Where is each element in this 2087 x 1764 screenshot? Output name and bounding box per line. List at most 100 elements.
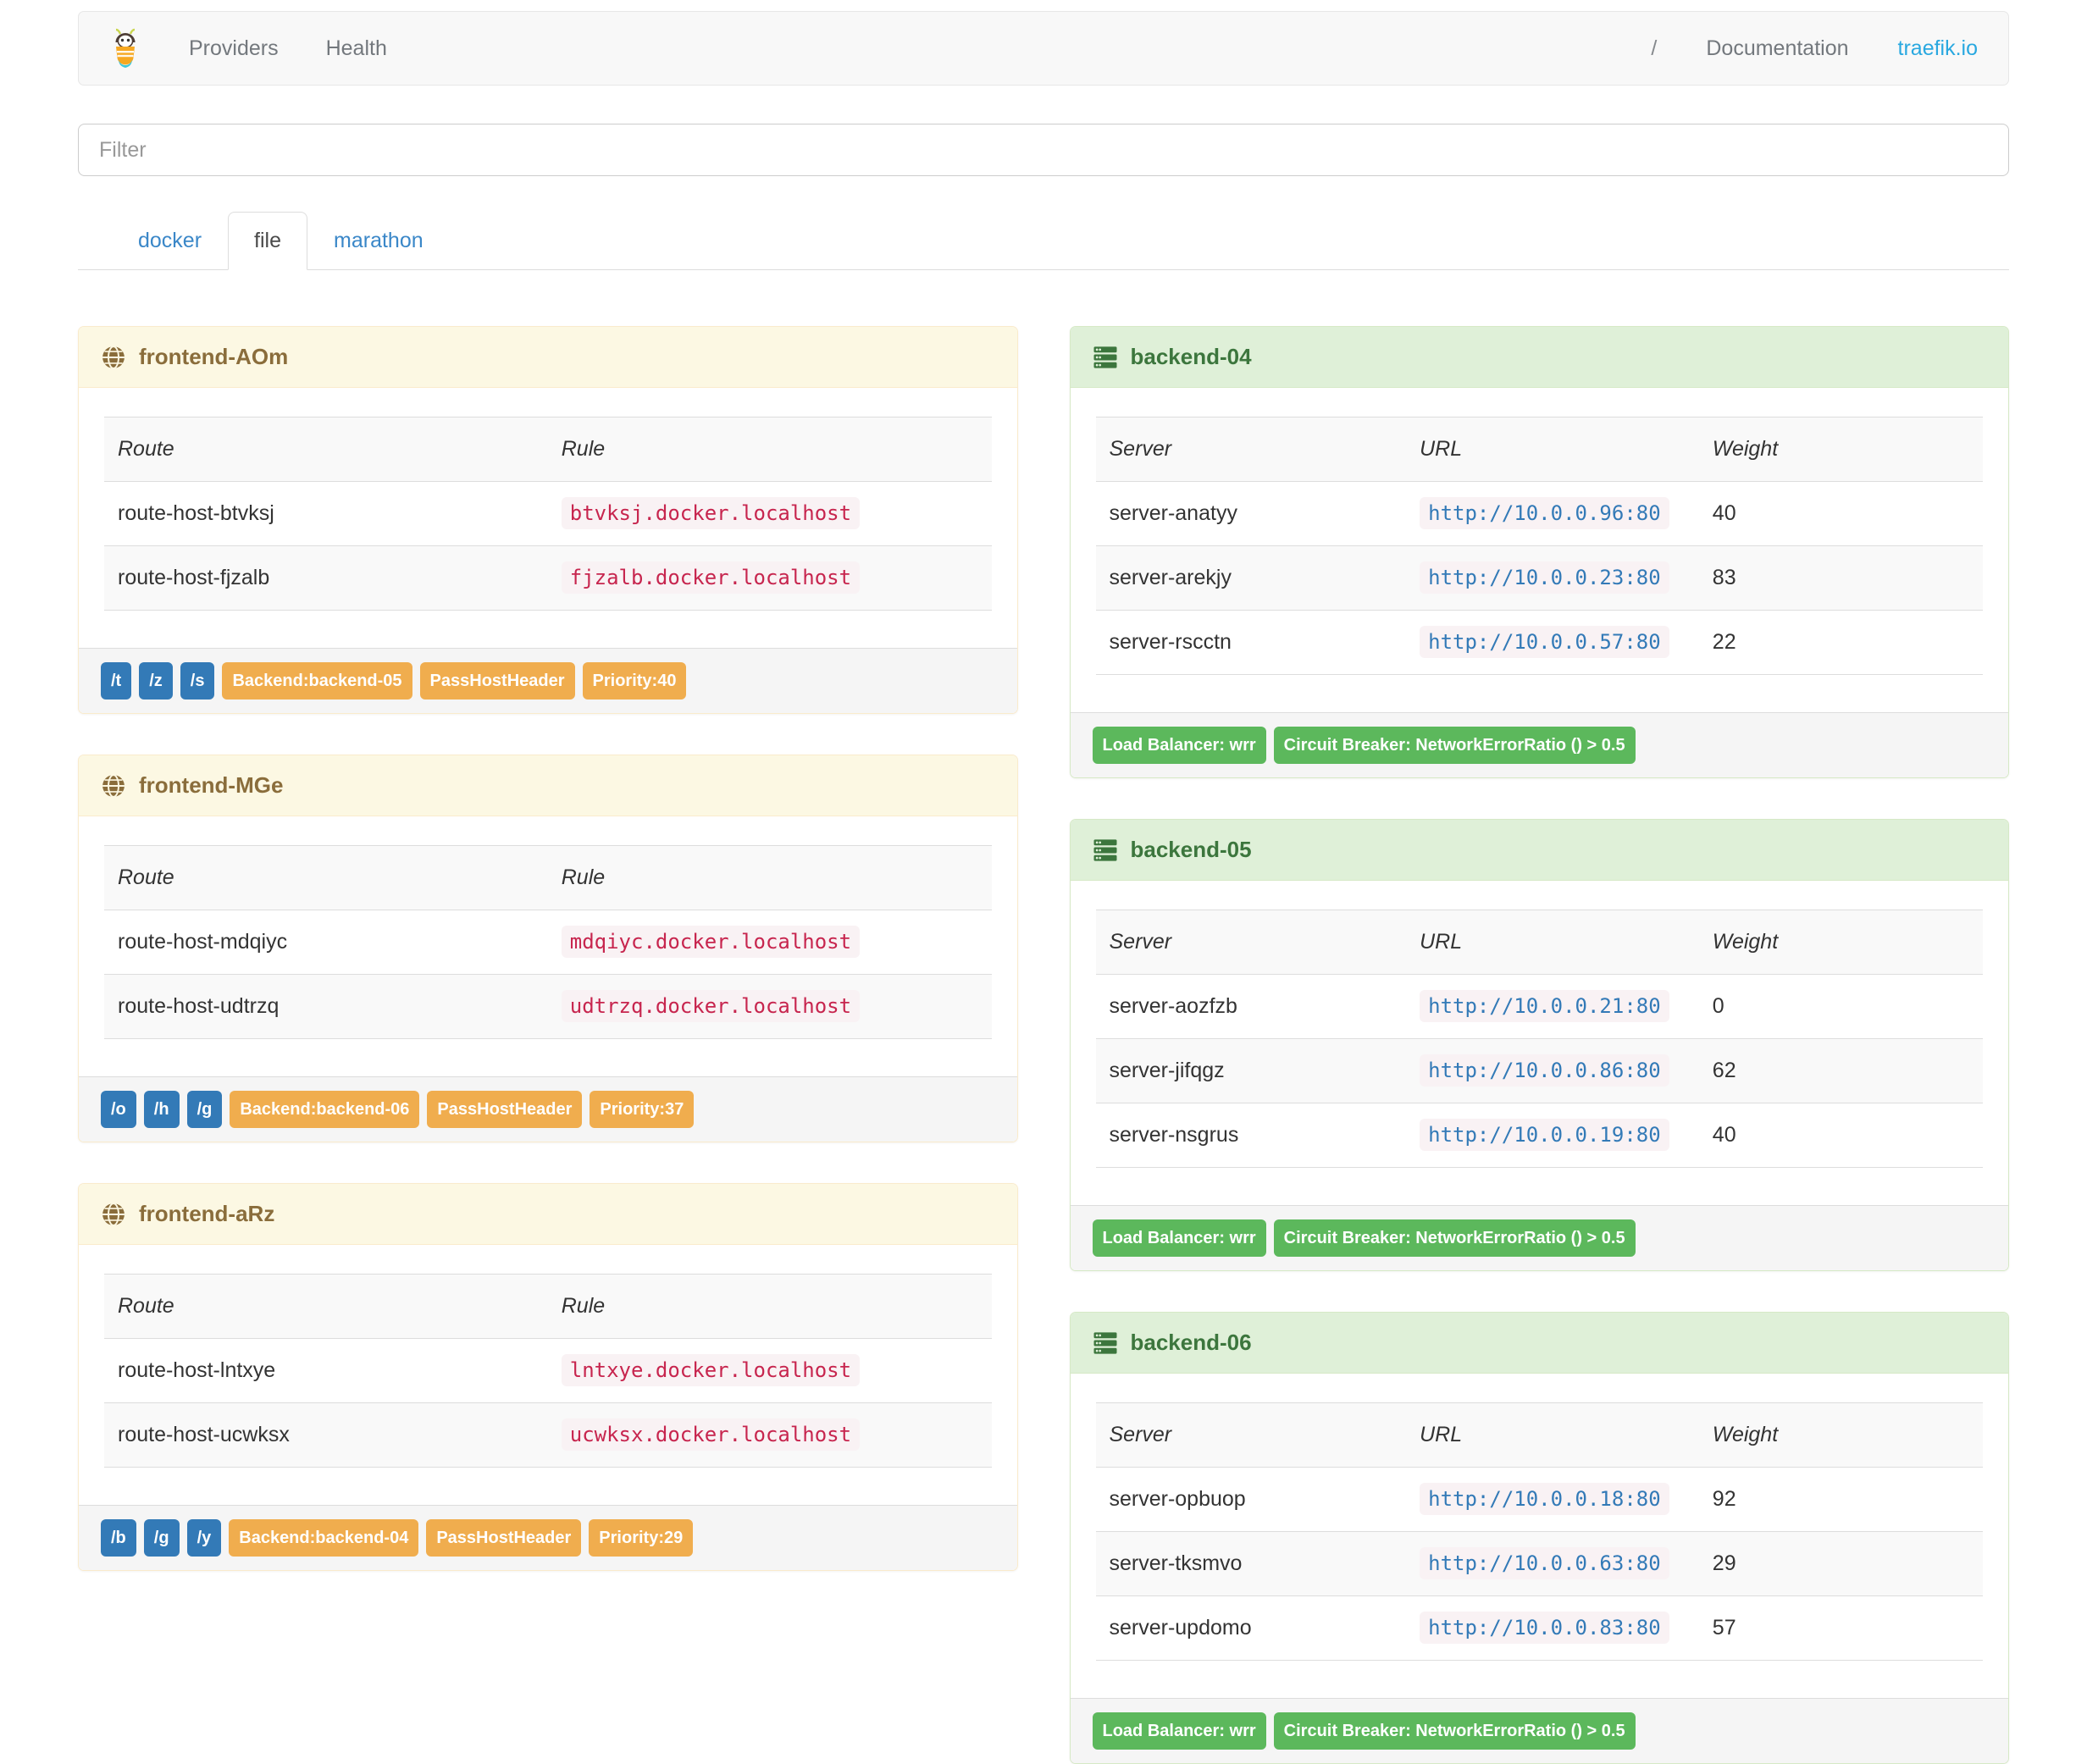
panel-title: backend-05 bbox=[1130, 837, 1252, 862]
priority-badge: Priority:37 bbox=[590, 1091, 695, 1128]
backend-panel-heading: backend-05 bbox=[1070, 820, 2008, 881]
table-header-row: Server URL Weight bbox=[1095, 417, 1983, 482]
load-balancer-badge: Load Balancer: wrr bbox=[1092, 1219, 1266, 1257]
table-header-row: Server URL Weight bbox=[1095, 910, 1983, 975]
server-weight: 29 bbox=[1712, 1551, 1736, 1575]
frontend-panel-heading: frontend-aRz bbox=[79, 1184, 1017, 1245]
server-name: server-updomo bbox=[1109, 1616, 1252, 1640]
routes-table: Route Rule route-host-mdqiyc mdqiyc.dock… bbox=[104, 845, 992, 1039]
server-stack-icon bbox=[1093, 838, 1118, 863]
column-header-server: Server bbox=[1109, 930, 1172, 954]
server-weight: 62 bbox=[1712, 1059, 1736, 1082]
route-name: route-host-ucwksx bbox=[118, 1423, 290, 1446]
tab-marathon[interactable]: marathon bbox=[334, 229, 423, 252]
column-header-rule: Rule bbox=[561, 437, 606, 461]
traefik-logo[interactable] bbox=[109, 28, 141, 69]
rule-code: udtrzq.docker.localhost bbox=[561, 990, 861, 1022]
backend-panel-footer: Load Balancer: wrr Circuit Breaker: Netw… bbox=[1070, 1205, 2008, 1270]
column-header-route: Route bbox=[118, 865, 174, 889]
path-badge: /g bbox=[186, 1091, 223, 1128]
table-row: route-host-udtrzq udtrzq.docker.localhos… bbox=[104, 974, 992, 1039]
path-badge: /b bbox=[101, 1519, 136, 1557]
passhostheader-badge: PassHostHeader bbox=[419, 662, 575, 700]
backend-panel-04: backend-04 Server URL Weight server-anat… bbox=[1069, 326, 2009, 778]
filter-input[interactable] bbox=[78, 124, 2009, 176]
rule-code: fjzalb.docker.localhost bbox=[561, 561, 861, 594]
server-name: server-anatyy bbox=[1109, 501, 1237, 525]
servers-table: Server URL Weight server-opbuop http://1… bbox=[1095, 1402, 1983, 1661]
rule-code: mdqiyc.docker.localhost bbox=[561, 926, 861, 958]
backend-panel-heading: backend-06 bbox=[1070, 1313, 2008, 1374]
server-url-link[interactable]: http://10.0.0.63:80 bbox=[1420, 1547, 1669, 1579]
column-header-route: Route bbox=[118, 1294, 174, 1318]
server-url-link[interactable]: http://10.0.0.96:80 bbox=[1420, 497, 1669, 529]
server-name: server-jifqgz bbox=[1109, 1059, 1225, 1082]
tab-file[interactable]: file bbox=[228, 212, 308, 270]
panel-title: backend-06 bbox=[1130, 1330, 1252, 1355]
backend-badge: Backend:backend-05 bbox=[222, 662, 412, 700]
frontend-panel-MGe: frontend-MGe Route Rule route-host-mdqiy… bbox=[78, 755, 1018, 1142]
server-url-link[interactable]: http://10.0.0.86:80 bbox=[1420, 1054, 1669, 1087]
panel-title: frontend-aRz bbox=[139, 1201, 275, 1226]
backend-panel-body: Server URL Weight server-opbuop http://1… bbox=[1071, 1374, 2009, 1698]
circuit-breaker-badge: Circuit Breaker: NetworkErrorRatio () > … bbox=[1273, 1219, 1636, 1257]
column-header-weight: Weight bbox=[1712, 437, 1779, 461]
provider-tabs: docker file marathon bbox=[78, 212, 2009, 270]
server-name: server-aozfzb bbox=[1109, 994, 1237, 1018]
server-url-link[interactable]: http://10.0.0.23:80 bbox=[1420, 561, 1669, 594]
routes-table: Route Rule route-host-btvksj btvksj.dock… bbox=[104, 417, 992, 611]
priority-badge: Priority:29 bbox=[589, 1519, 694, 1557]
server-stack-icon bbox=[1093, 345, 1118, 370]
table-row: server-nsgrus http://10.0.0.19:80 40 bbox=[1095, 1103, 1983, 1168]
route-name: route-host-fjzalb bbox=[118, 566, 270, 589]
frontend-panel-footer: /b /g /y Backend:backend-04 PassHostHead… bbox=[79, 1505, 1017, 1570]
server-name: server-arekjy bbox=[1109, 566, 1232, 589]
rule-code: lntxye.docker.localhost bbox=[561, 1354, 861, 1386]
server-url-link[interactable]: http://10.0.0.21:80 bbox=[1420, 990, 1669, 1022]
column-header-weight: Weight bbox=[1712, 1423, 1779, 1446]
load-balancer-badge: Load Balancer: wrr bbox=[1092, 1712, 1266, 1750]
server-url-link[interactable]: http://10.0.0.57:80 bbox=[1420, 626, 1669, 658]
rule-code: btvksj.docker.localhost bbox=[561, 497, 861, 529]
nav-documentation[interactable]: Documentation bbox=[1706, 36, 1849, 60]
server-url-link[interactable]: http://10.0.0.18:80 bbox=[1420, 1483, 1669, 1515]
table-header-row: Server URL Weight bbox=[1095, 1402, 1983, 1468]
table-header-row: Route Rule bbox=[104, 1274, 992, 1339]
backend-badge: Backend:backend-06 bbox=[230, 1091, 420, 1128]
backends-column: backend-04 Server URL Weight server-anat… bbox=[1069, 326, 2009, 1764]
priority-badge: Priority:40 bbox=[582, 662, 687, 700]
server-name: server-opbuop bbox=[1109, 1487, 1246, 1511]
path-badge: /g bbox=[143, 1519, 180, 1557]
route-name: route-host-btvksj bbox=[118, 501, 274, 525]
panel-title: frontend-AOm bbox=[139, 344, 289, 369]
table-row: route-host-ucwksx ucwksx.docker.localhos… bbox=[104, 1402, 992, 1468]
table-row: server-opbuop http://10.0.0.18:80 92 bbox=[1095, 1467, 1983, 1532]
column-header-rule: Rule bbox=[561, 1294, 606, 1318]
circuit-breaker-badge: Circuit Breaker: NetworkErrorRatio () > … bbox=[1273, 727, 1636, 764]
server-stack-icon bbox=[1093, 1330, 1118, 1356]
route-name: route-host-mdqiyc bbox=[118, 930, 288, 954]
navbar-right: / Documentation traefik.io bbox=[1651, 36, 1978, 61]
nav-health[interactable]: Health bbox=[325, 36, 387, 60]
routes-table: Route Rule route-host-lntxye lntxye.dock… bbox=[104, 1274, 992, 1468]
server-url-link[interactable]: http://10.0.0.83:80 bbox=[1420, 1612, 1669, 1644]
column-header-server: Server bbox=[1109, 437, 1172, 461]
nav-providers[interactable]: Providers bbox=[189, 36, 279, 60]
backend-panel-06: backend-06 Server URL Weight server-opbu… bbox=[1069, 1312, 2009, 1764]
frontend-panel-aRz: frontend-aRz Route Rule route-host-lntxy… bbox=[78, 1183, 1018, 1571]
server-url-link[interactable]: http://10.0.0.19:80 bbox=[1420, 1119, 1669, 1151]
server-weight: 57 bbox=[1712, 1616, 1736, 1640]
column-header-rule: Rule bbox=[561, 865, 606, 889]
table-row: route-host-fjzalb fjzalb.docker.localhos… bbox=[104, 545, 992, 611]
table-row: server-aozfzb http://10.0.0.21:80 0 bbox=[1095, 974, 1983, 1039]
backend-panel-footer: Load Balancer: wrr Circuit Breaker: Netw… bbox=[1070, 1698, 2008, 1763]
backend-badge: Backend:backend-04 bbox=[229, 1519, 419, 1557]
content-columns: frontend-AOm Route Rule route-host-btvks… bbox=[78, 326, 2009, 1764]
nav-traefik-io-link[interactable]: traefik.io bbox=[1897, 36, 1978, 60]
column-header-route: Route bbox=[118, 437, 174, 461]
table-row: server-arekjy http://10.0.0.23:80 83 bbox=[1095, 545, 1983, 611]
server-weight: 83 bbox=[1712, 566, 1736, 589]
tab-docker[interactable]: docker bbox=[138, 229, 202, 252]
table-row: server-jifqgz http://10.0.0.86:80 62 bbox=[1095, 1038, 1983, 1103]
backend-panel-heading: backend-04 bbox=[1070, 327, 2008, 388]
